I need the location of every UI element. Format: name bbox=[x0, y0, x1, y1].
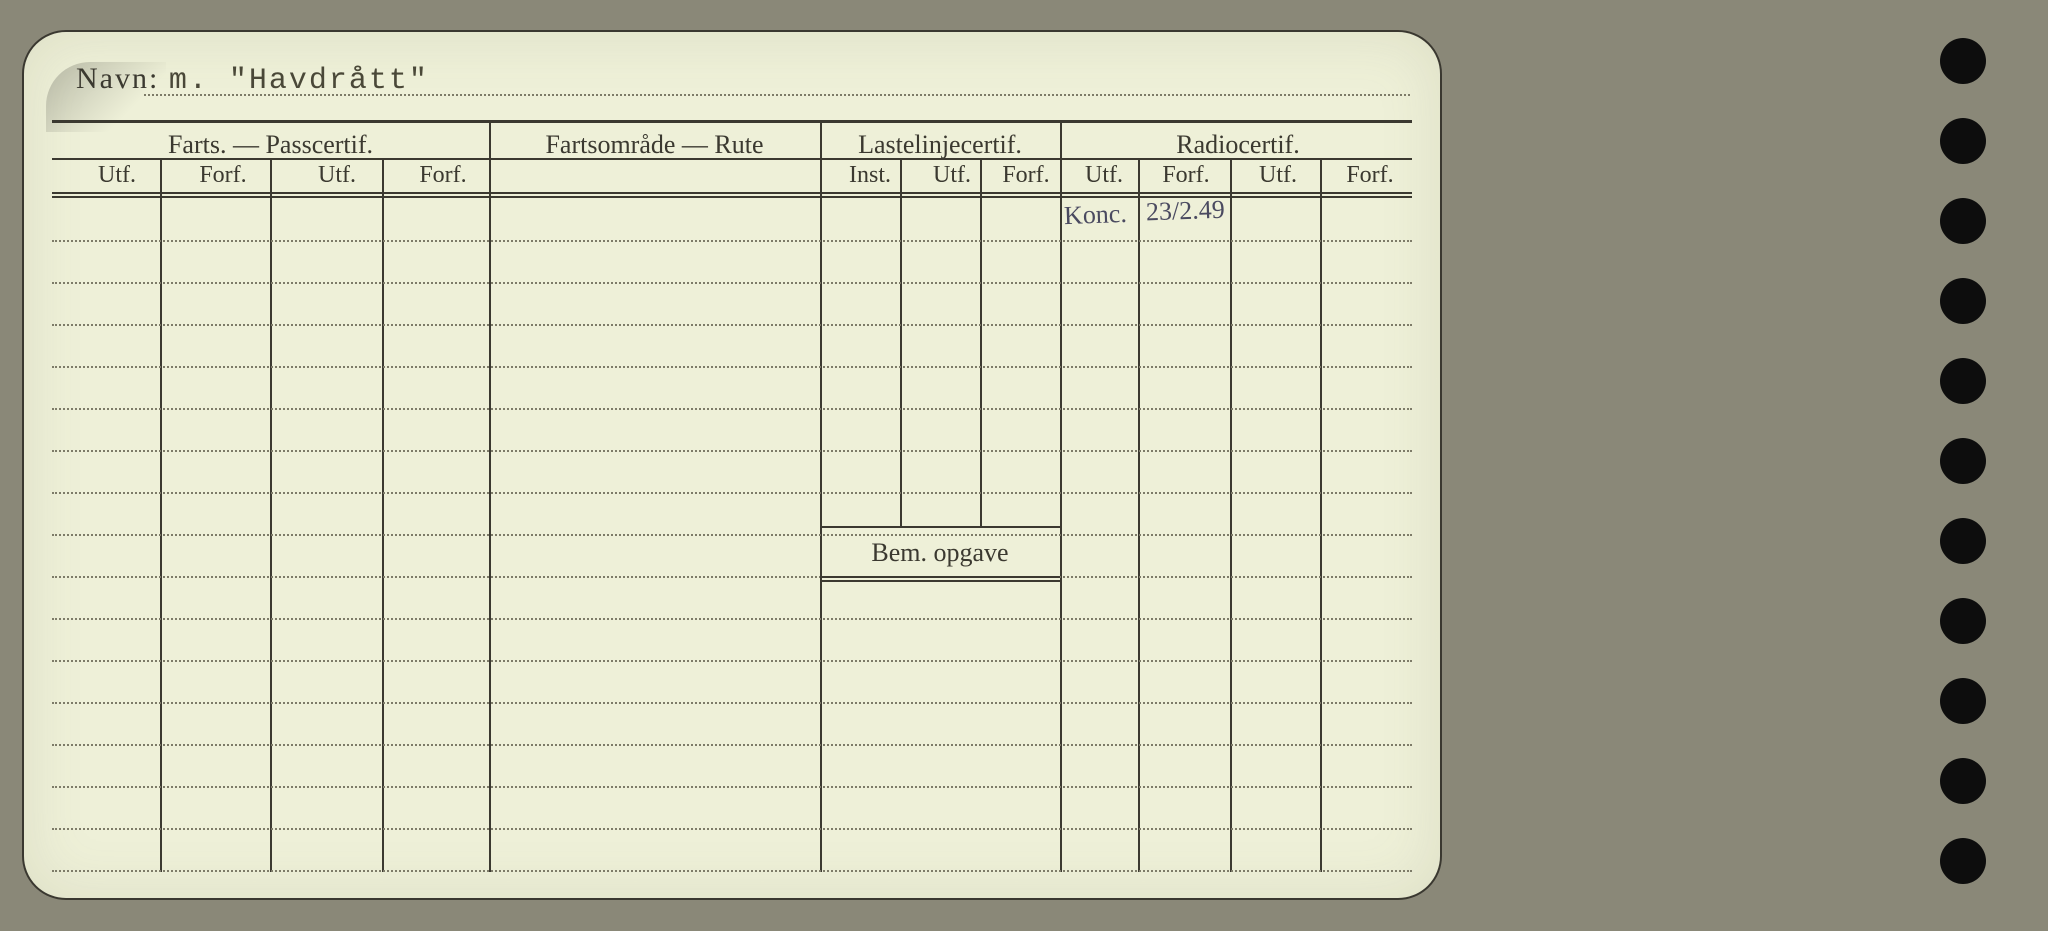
vline-pass-1 bbox=[270, 158, 272, 872]
binder-hole-4 bbox=[1940, 358, 1986, 404]
sub-laste-2: Forf. bbox=[994, 162, 1058, 189]
binder-hole-5 bbox=[1940, 438, 1986, 484]
sub-pass-2: Utf. bbox=[294, 162, 380, 189]
vline-main-0 bbox=[489, 120, 491, 872]
vline-radio-1 bbox=[1230, 158, 1232, 872]
row-line-7 bbox=[52, 534, 1412, 536]
vline-main-1 bbox=[820, 120, 822, 872]
handwriting-1: 23/2.49 bbox=[1146, 195, 1226, 228]
binder-hole-2 bbox=[1940, 198, 1986, 244]
vline-radio-2 bbox=[1320, 158, 1322, 872]
binder-hole-6 bbox=[1940, 518, 1986, 564]
row-line-13 bbox=[52, 786, 1412, 788]
binder-hole-0 bbox=[1940, 38, 1986, 84]
binder-hole-7 bbox=[1940, 598, 1986, 644]
header-radio: Radiocertif. bbox=[1060, 130, 1416, 160]
binder-hole-10 bbox=[1940, 838, 1986, 884]
binder-hole-1 bbox=[1940, 118, 1986, 164]
row-line-6 bbox=[52, 492, 1412, 494]
sub-radio-2: Utf. bbox=[1238, 162, 1318, 189]
vline-pass-0 bbox=[160, 158, 162, 872]
sub-laste-1: Utf. bbox=[916, 162, 988, 189]
vline-laste-1 bbox=[980, 158, 982, 526]
header-sep bbox=[52, 158, 1412, 160]
row-line-15 bbox=[52, 870, 1412, 872]
row-line-9 bbox=[52, 618, 1412, 620]
header-rule bbox=[52, 120, 1412, 123]
bem-top-rule bbox=[820, 526, 1060, 528]
row-line-3 bbox=[52, 366, 1412, 368]
binder-hole-3 bbox=[1940, 278, 1986, 324]
bem-double-rule bbox=[820, 576, 1060, 582]
navn-label: Navn: bbox=[76, 62, 159, 95]
row-line-14 bbox=[52, 828, 1412, 830]
row-line-10 bbox=[52, 660, 1412, 662]
vline-main-2 bbox=[1060, 120, 1062, 872]
vline-laste-0 bbox=[900, 158, 902, 526]
sub-radio-3: Forf. bbox=[1330, 162, 1410, 189]
row-line-12 bbox=[52, 744, 1412, 746]
row-line-11 bbox=[52, 702, 1412, 704]
navn-value: m. "Havdrått" bbox=[169, 64, 429, 98]
sub-pass-1: Forf. bbox=[180, 162, 266, 189]
row-line-2 bbox=[52, 324, 1412, 326]
navn-underline bbox=[144, 94, 1410, 96]
header-laste: Lastelinjecertif. bbox=[820, 130, 1060, 160]
row-line-4 bbox=[52, 408, 1412, 410]
sub-laste-0: Inst. bbox=[834, 162, 906, 189]
vline-pass-2 bbox=[382, 158, 384, 872]
navn-line: Navn: m. "Havdrått" bbox=[76, 62, 429, 98]
sub-radio-1: Forf. bbox=[1146, 162, 1226, 189]
handwriting-0: Konc. bbox=[1063, 199, 1127, 231]
header-rute: Fartsområde — Rute bbox=[489, 130, 820, 160]
vline-radio-0 bbox=[1138, 158, 1140, 872]
sub-pass-3: Forf. bbox=[400, 162, 486, 189]
row-line-1 bbox=[52, 282, 1412, 284]
row-line-8 bbox=[52, 576, 1412, 578]
index-card: Navn: m. "Havdrått" Farts. — Passcertif.… bbox=[22, 30, 1442, 900]
sub-radio-0: Utf. bbox=[1068, 162, 1140, 189]
binder-hole-8 bbox=[1940, 678, 1986, 724]
header-pass: Farts. — Passcertif. bbox=[52, 130, 489, 160]
sub-pass-0: Utf. bbox=[74, 162, 160, 189]
row-line-0 bbox=[52, 240, 1412, 242]
bem-label: Bem. opgave bbox=[820, 538, 1060, 568]
binder-hole-9 bbox=[1940, 758, 1986, 804]
row-line-5 bbox=[52, 450, 1412, 452]
